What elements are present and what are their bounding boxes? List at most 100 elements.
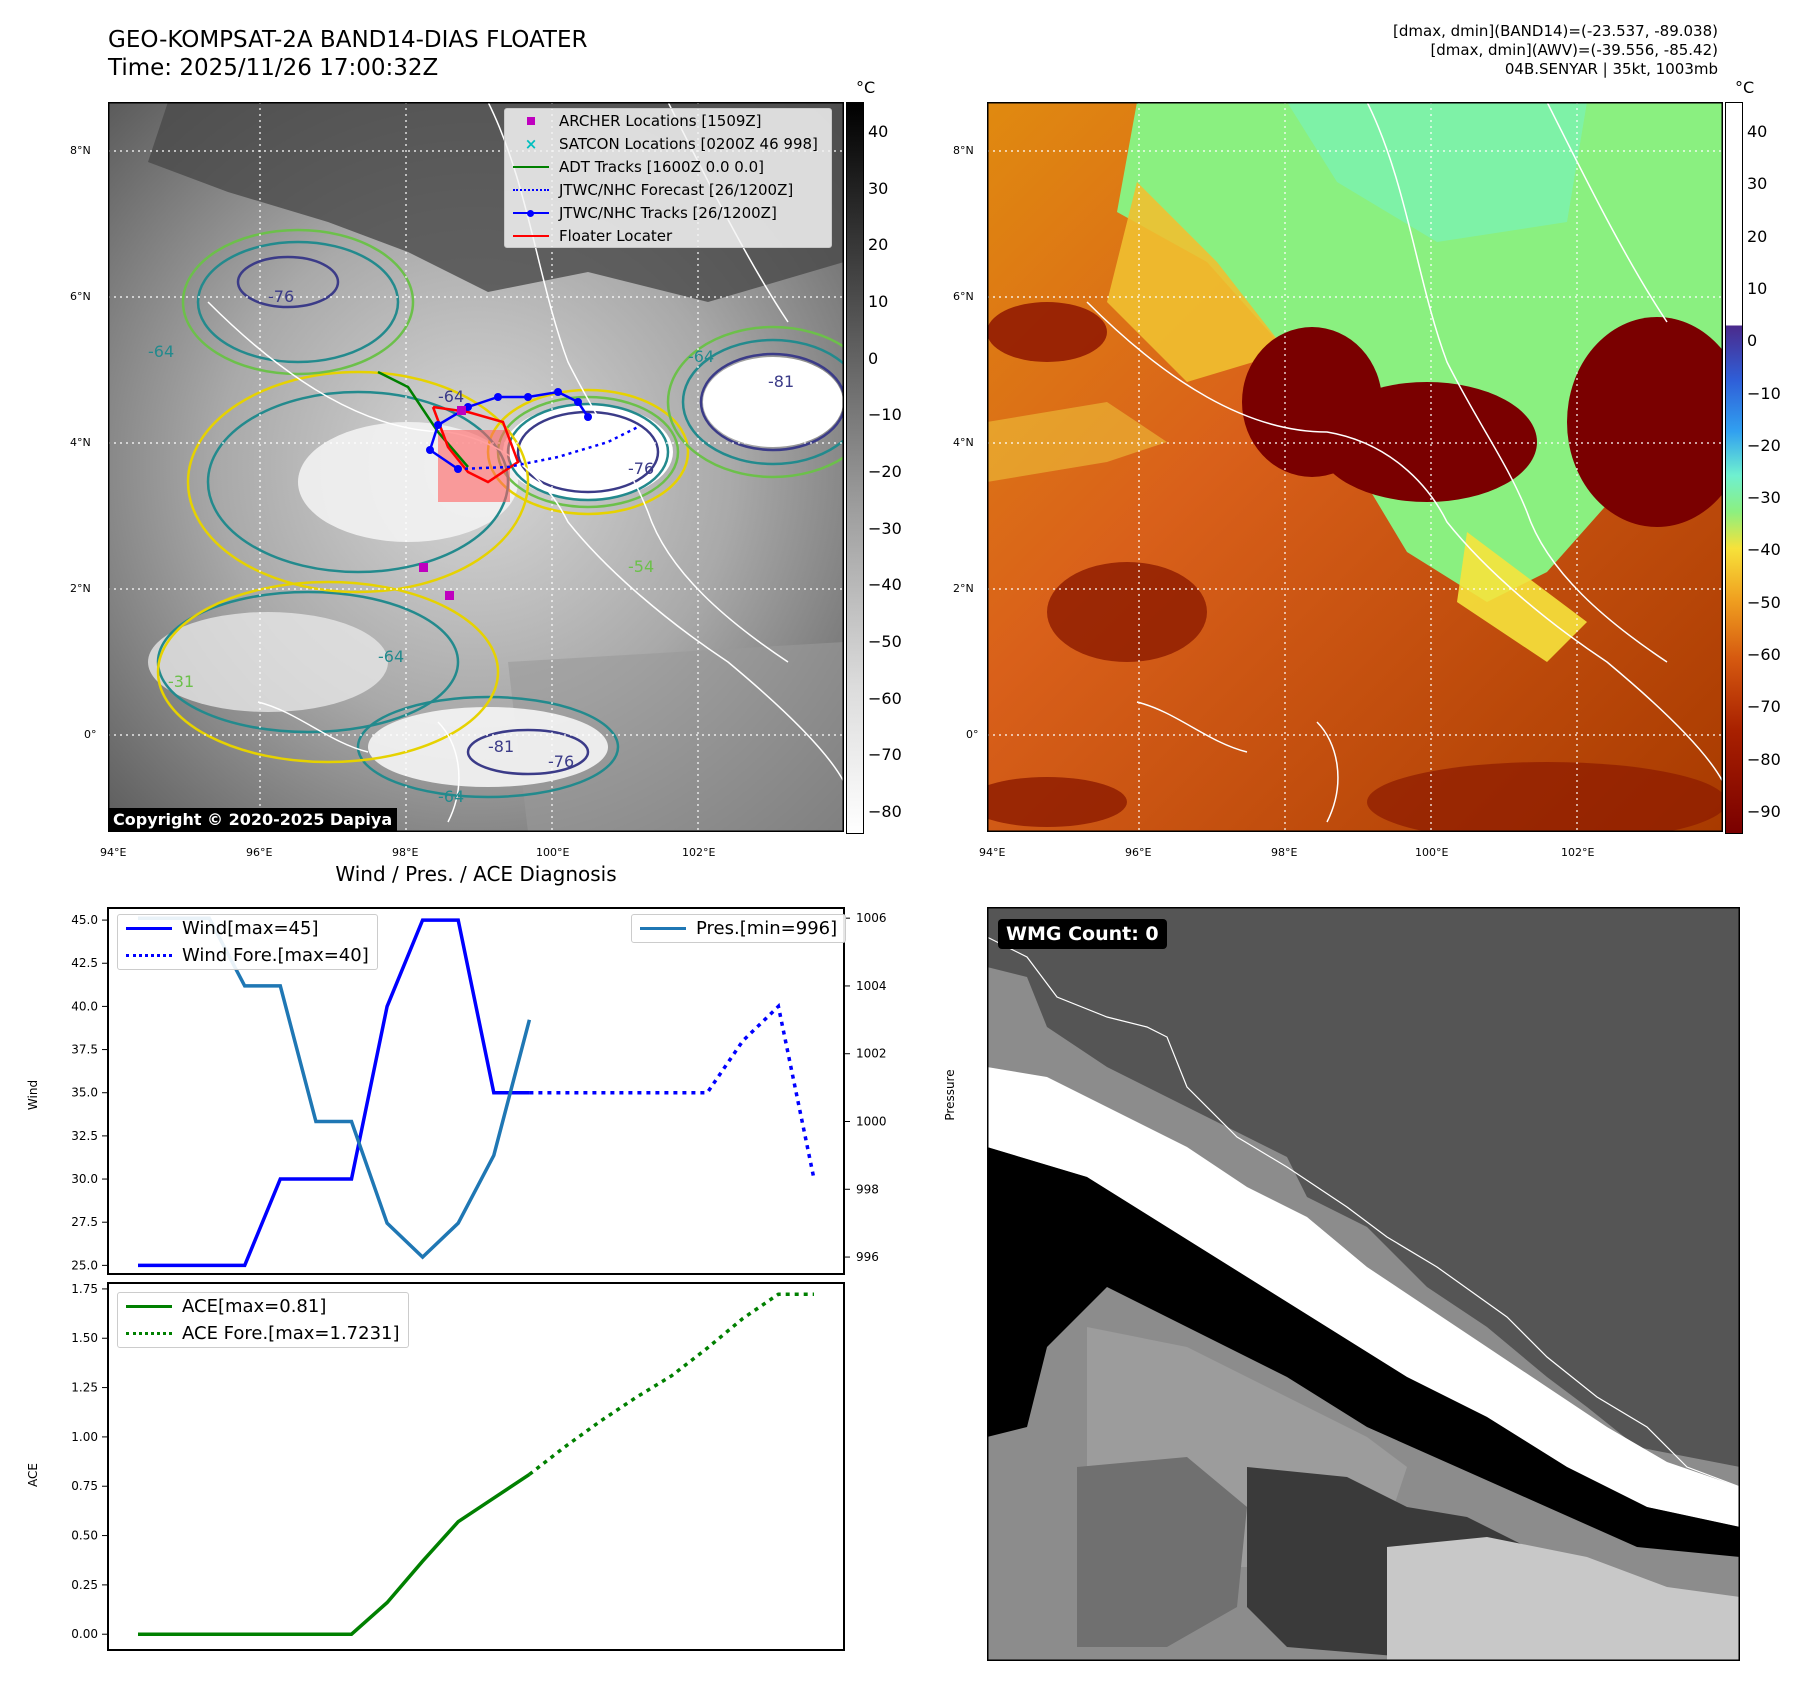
y-tick-label: 0.50: [71, 1529, 98, 1543]
contour-label: -76: [268, 287, 294, 306]
contour-label: -64: [438, 787, 464, 806]
legend-label: Wind[max=45]: [182, 918, 319, 939]
contour-label: -81: [488, 737, 514, 756]
archer-location: [457, 406, 466, 415]
y-right-tick-label: 1006: [856, 911, 887, 925]
legend-label: ACE[max=0.81]: [182, 1296, 327, 1317]
contour-label-group: -64 -64 -64 -64: [148, 342, 714, 806]
colorbar-tick-label: −20: [868, 462, 902, 481]
contour-label-group: -64 -81 -76 -81 -76 -76: [268, 287, 794, 771]
lat-label: 0°: [84, 728, 97, 741]
series-line: [529, 1002, 816, 1180]
line-icon: [513, 234, 549, 237]
plot-frame: [107, 907, 845, 1275]
y-tick-label: 1.25: [71, 1381, 98, 1395]
floater-box: [438, 430, 510, 502]
floater-track: [431, 405, 520, 484]
y-tick-label: 27.5: [71, 1215, 98, 1229]
ace-chart: 1.75 1.50 1.25 1.00 0.75 0.50 0.25 0.00: [71, 1282, 845, 1651]
colorbar-unit: °C: [856, 78, 876, 97]
lon-label: 96°E: [246, 846, 273, 859]
dotted-line-icon: [126, 954, 172, 957]
colorbar-tick-label: −40: [1747, 540, 1781, 560]
lat-label: 8°N: [953, 144, 974, 157]
legend-item-satcon: × SATCON Locations [0200Z 46 998]: [505, 132, 831, 155]
info-line-3: 04B.SENYAR | 35kt, 1003mb: [1504, 60, 1718, 78]
y-tick-label: 32.5: [71, 1129, 98, 1143]
line-icon: [640, 927, 686, 930]
colorbar-left: [846, 102, 864, 834]
lat-label: 2°N: [70, 582, 91, 595]
legend-label: Pres.[min=996]: [696, 918, 838, 939]
info-line-2: [dmax, dmin](AWV)=(-39.556, -85.42): [1430, 41, 1718, 59]
y-tick-label: 42.5: [71, 956, 98, 970]
series-line: [138, 1472, 531, 1636]
colorbar-tick-label: 0: [868, 348, 879, 368]
colorbar-tick-label: −50: [1747, 592, 1781, 612]
y-tick-label: 1.00: [71, 1430, 98, 1444]
lon-label: 100°E: [536, 846, 570, 859]
lon-label: 94°E: [979, 846, 1006, 859]
legend-label: ACE Fore.[max=1.7231]: [182, 1323, 400, 1344]
legend-label: ARCHER Locations [1509Z]: [559, 111, 762, 130]
y-tick-label: 40.0: [71, 999, 98, 1013]
storm-info: [dmax, dmin](BAND14)=(-23.537, -89.038) …: [1393, 22, 1718, 79]
contour-label: -76: [628, 459, 654, 478]
lon-label: 98°E: [1271, 846, 1298, 859]
figure-title: GEO-KOMPSAT-2A BAND14-DIAS FLOATER Time:…: [108, 26, 588, 82]
y-right-tick-label: 1002: [856, 1047, 887, 1061]
lat-label: 8°N: [70, 144, 91, 157]
y-tick-label: 1.75: [71, 1282, 98, 1296]
line-icon: [126, 1305, 172, 1308]
legend-item-wind: Wind[max=45]: [118, 915, 377, 942]
legend-label: Wind Fore.[max=40]: [182, 945, 369, 966]
colorbar-tick-label: −80: [868, 802, 902, 821]
colorbar-tick-label: −90: [1747, 802, 1781, 821]
wind-legend: Wind[max=45] Wind Fore.[max=40]: [117, 914, 378, 970]
contour-label: -31: [168, 672, 194, 691]
y-right-tick-label: 996: [856, 1250, 879, 1264]
title-line-2: Time: 2025/11/26 17:00:32Z: [108, 55, 439, 81]
y-tick-label: 35.0: [71, 1086, 98, 1100]
colorbar-tick-label: 30: [868, 178, 889, 198]
copyright-label: Copyright © 2020-2025 Dapiya: [108, 808, 398, 831]
moist-region: [1117, 102, 1723, 602]
legend-item-ace: ACE[max=0.81]: [118, 1293, 408, 1320]
adt-track: [377, 370, 469, 468]
contour-label: -64: [378, 647, 404, 666]
x-marker-icon: ×: [524, 134, 538, 153]
square-marker-icon: [527, 116, 535, 125]
legend-label: JTWC/NHC Tracks [26/1200Z]: [559, 203, 777, 222]
y-tick-label: 45.0: [71, 913, 98, 927]
series-line: [138, 918, 530, 1268]
colorbar-tick-label: −70: [868, 745, 902, 765]
legend-label: Floater Locater: [559, 226, 673, 245]
y-tick-label: 0.00: [71, 1627, 98, 1641]
legend-item-floater: Floater Locater: [505, 224, 831, 247]
contour-label: -64: [438, 387, 464, 406]
contour-label: -54: [628, 557, 654, 576]
colorbar-tick-label: −10: [1747, 383, 1781, 403]
y-tick-label: 1.50: [71, 1331, 98, 1345]
series-line: [528, 1292, 814, 1476]
contour-label: -81: [768, 372, 794, 391]
chart-title: Wind / Pres. / ACE Diagnosis: [335, 862, 617, 886]
colorbar-tick-label: −30: [1747, 488, 1781, 508]
colorbar-tick-label: 20: [1747, 226, 1768, 246]
legend-item-wind-forecast: Wind Fore.[max=40]: [118, 942, 377, 969]
info-line-1: [dmax, dmin](BAND14)=(-23.537, -89.038): [1393, 22, 1718, 40]
colorbar-tick-label: −50: [868, 632, 902, 651]
colorbar-tick-label: −10: [868, 405, 902, 425]
colorbar-tick-label: −20: [1747, 435, 1781, 455]
legend-label: JTWC/NHC Forecast [26/1200Z]: [559, 180, 794, 199]
colorbar-unit: °C: [1735, 78, 1755, 97]
colorbar-tick-label: −80: [1747, 749, 1781, 769]
archer-location: [419, 563, 428, 572]
lon-label: 94°E: [100, 846, 127, 859]
y-tick-label: 37.5: [71, 1043, 98, 1057]
line-icon: [126, 927, 172, 930]
pressure-axis-label: Pressure: [943, 1069, 957, 1121]
plot-frame: [107, 1282, 845, 1651]
coastlines: [1086, 102, 1723, 823]
map-gridlines: [987, 102, 1723, 832]
